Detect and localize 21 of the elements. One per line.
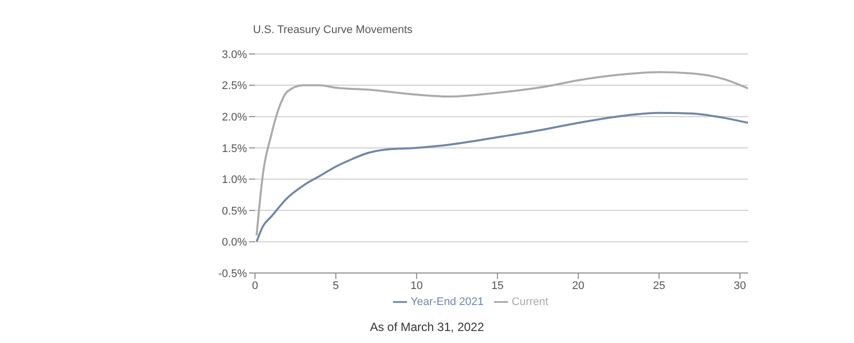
y-tick-label: 2.0% xyxy=(222,111,248,124)
x-tick-label: 15 xyxy=(491,280,504,292)
y-tick-label: -0.5% xyxy=(218,268,248,280)
x-tick-label: 20 xyxy=(572,280,584,292)
y-tick-label: 0.0% xyxy=(222,236,248,249)
text: As of March 31, 2022 xyxy=(368,320,486,334)
y-tick-label: 1.5% xyxy=(222,142,248,155)
y-tick-label: 3.0% xyxy=(222,48,248,61)
x-tick-label: 5 xyxy=(332,280,339,292)
x-tick-label: 10 xyxy=(410,280,423,292)
chart-title: U.S. Treasury Curve Movements xyxy=(253,24,413,36)
x-tick-label: 0 xyxy=(252,280,258,292)
y-tick-label: 2.5% xyxy=(222,80,248,92)
x-tick-label: 25 xyxy=(652,280,666,292)
y-tick-label: 1.0% xyxy=(222,174,248,186)
y-tick-label: 0.5% xyxy=(222,205,248,218)
line-series xyxy=(256,71,748,236)
legend-label: Current xyxy=(512,296,548,308)
line-series xyxy=(256,112,748,243)
legend-label: Year-End 2021 xyxy=(410,296,484,308)
x-tick-label: 30 xyxy=(734,280,746,292)
